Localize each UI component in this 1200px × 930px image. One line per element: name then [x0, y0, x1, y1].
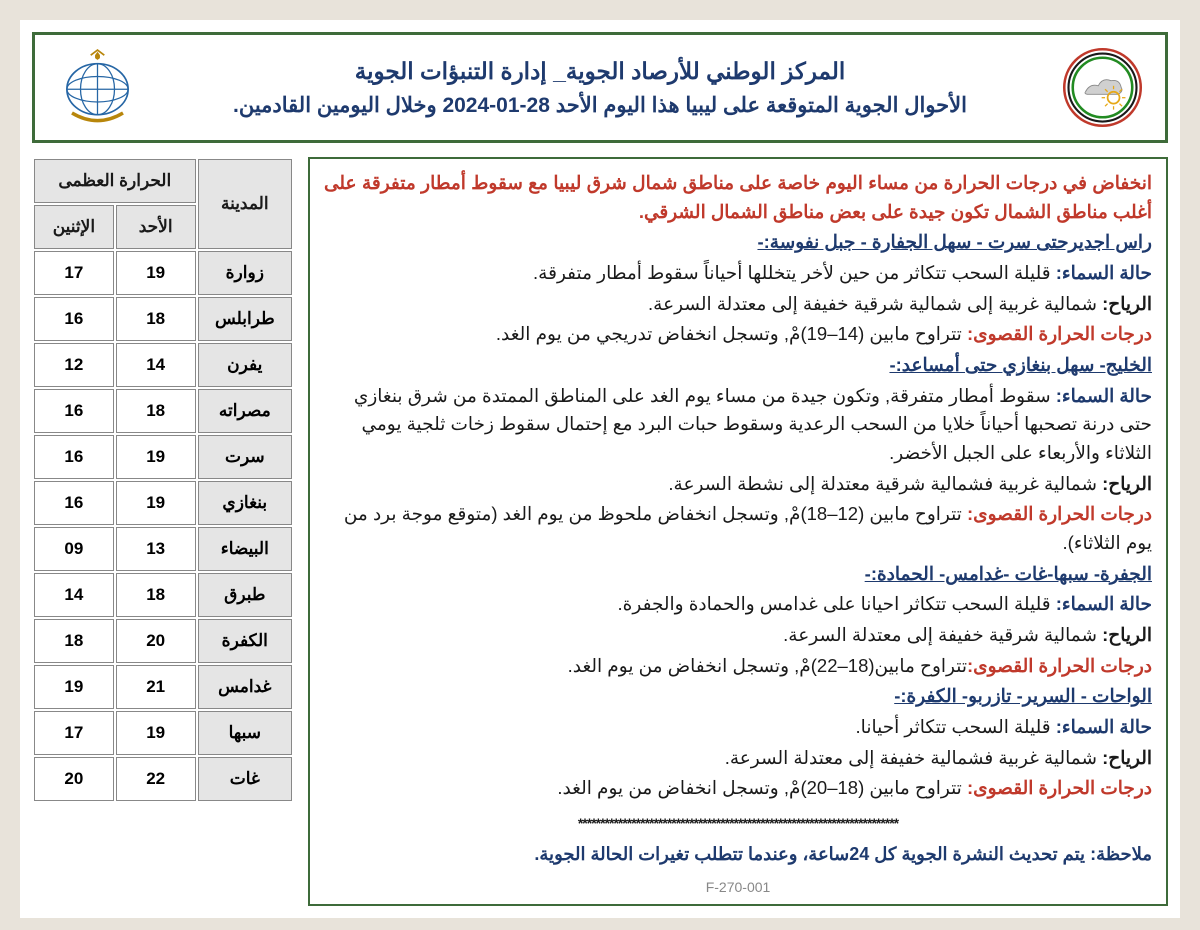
temperature-table: المدينة الحرارة العظمى الأحد الإثنين زوا…	[32, 157, 294, 803]
sun-cell: 19	[116, 711, 196, 755]
city-cell: مصراته	[198, 389, 292, 433]
temp-text: تتراوح مابين (18–20)مْ, وتسجل انخفاض من …	[557, 777, 967, 798]
region-header: الخليج- سهل بنغازي حتى أمساعد:-	[889, 354, 1152, 375]
mon-cell: 17	[34, 251, 114, 295]
mon-cell: 18	[34, 619, 114, 663]
sky-label: حالة السماء:	[1056, 385, 1152, 406]
temp-label: درجات الحرارة القصوى:	[967, 655, 1152, 676]
region-block-2: الجفرة- سبها-غات -غدامس- الحمادة:- حالة …	[324, 560, 1152, 681]
city-cell: طبرق	[198, 573, 292, 617]
header-subtitle: الأحوال الجوية المتوقعة على ليبيا هذا ال…	[160, 93, 1040, 118]
temp-label: درجات الحرارة القصوى:	[967, 777, 1152, 798]
region-header: الجفرة- سبها-غات -غدامس- الحمادة:-	[865, 563, 1152, 584]
table-row: الكفرة2018	[34, 619, 292, 663]
temp-text: تتراوح مابين (14–19)مْ, وتسجل انخفاض تدر…	[496, 323, 967, 344]
th-sunday: الأحد	[116, 205, 196, 249]
mon-cell: 17	[34, 711, 114, 755]
sky-text: قليلة السحب تتكاثر من حين لأخر يتخللها أ…	[533, 262, 1056, 283]
sky-text: قليلة السحب تتكاثر أحيانا.	[856, 716, 1056, 737]
temp-label: درجات الحرارة القصوى:	[967, 323, 1152, 344]
table-row: سرت1916	[34, 435, 292, 479]
city-cell: سبها	[198, 711, 292, 755]
wind-text: شمالية غربية إلى شمالية شرقية خفيفة إلى …	[648, 293, 1102, 314]
region-block-1: الخليج- سهل بنغازي حتى أمساعد:- حالة الس…	[324, 351, 1152, 558]
wind-label: الرياح:	[1102, 624, 1152, 645]
th-maxtemp: الحرارة العظمى	[34, 159, 196, 203]
city-cell: طرابلس	[198, 297, 292, 341]
table-row: طبرق1814	[34, 573, 292, 617]
wind-text: شمالية غربية فشمالية شرقية معتدلة إلى نش…	[668, 473, 1102, 494]
city-cell: الكفرة	[198, 619, 292, 663]
mon-cell: 09	[34, 527, 114, 571]
table-row: غدامس2119	[34, 665, 292, 709]
sky-text: قليلة السحب تتكاثر احيانا على غدامس والح…	[618, 593, 1056, 614]
wind-label: الرياح:	[1102, 747, 1152, 768]
region-block-0: راس اجديرحتى سرت - سهل الجفارة - جبل نفو…	[324, 228, 1152, 349]
content-row: انخفاض في درجات الحرارة من مساء اليوم خا…	[32, 157, 1168, 906]
table-row: بنغازي1916	[34, 481, 292, 525]
temp-label: درجات الحرارة القصوى:	[967, 503, 1152, 524]
sun-cell: 18	[116, 573, 196, 617]
header-box: المركز الوطني للأرصاد الجوية_ إدارة التن…	[32, 32, 1168, 143]
th-monday: الإثنين	[34, 205, 114, 249]
sun-cell: 18	[116, 297, 196, 341]
th-city: المدينة	[198, 159, 292, 249]
sun-cell: 21	[116, 665, 196, 709]
city-cell: زوارة	[198, 251, 292, 295]
mon-cell: 16	[34, 435, 114, 479]
sun-cell: 22	[116, 757, 196, 801]
mon-cell: 20	[34, 757, 114, 801]
wind-text: شمالية شرقية خفيفة إلى معتدلة السرعة.	[783, 624, 1102, 645]
document-code: F-270-001	[324, 877, 1152, 899]
city-cell: سرت	[198, 435, 292, 479]
separator: ****************************************…	[324, 813, 1152, 835]
sun-cell: 13	[116, 527, 196, 571]
sky-label: حالة السماء:	[1056, 262, 1152, 283]
libya-weather-logo	[1060, 45, 1145, 130]
table-row: يفرن1412	[34, 343, 292, 387]
temp-tbody: زوارة1917طرابلس1816يفرن1412مصراته1816سرت…	[34, 251, 292, 801]
mon-cell: 16	[34, 389, 114, 433]
forecast-box: انخفاض في درجات الحرارة من مساء اليوم خا…	[308, 157, 1168, 906]
city-cell: البيضاء	[198, 527, 292, 571]
table-row: مصراته1816	[34, 389, 292, 433]
sky-label: حالة السماء:	[1056, 593, 1152, 614]
mon-cell: 19	[34, 665, 114, 709]
city-cell: غدامس	[198, 665, 292, 709]
mon-cell: 16	[34, 297, 114, 341]
page: المركز الوطني للأرصاد الجوية_ إدارة التن…	[20, 20, 1180, 918]
region-block-3: الواحات - السرير- تازربو- الكفرة:- حالة …	[324, 682, 1152, 803]
header-title: المركز الوطني للأرصاد الجوية_ إدارة التن…	[160, 58, 1040, 85]
city-cell: بنغازي	[198, 481, 292, 525]
sun-cell: 20	[116, 619, 196, 663]
sun-cell: 19	[116, 251, 196, 295]
sun-cell: 19	[116, 481, 196, 525]
summary-text: انخفاض في درجات الحرارة من مساء اليوم خا…	[324, 169, 1152, 226]
note-text: ملاحظة: يتم تحديث النشرة الجوية كل 24ساع…	[324, 841, 1152, 869]
wind-text: شمالية غربية فشمالية خفيفة إلى معتدلة ال…	[725, 747, 1102, 768]
wind-label: الرياح:	[1102, 293, 1152, 314]
sun-cell: 19	[116, 435, 196, 479]
table-row: طرابلس1816	[34, 297, 292, 341]
table-row: زوارة1917	[34, 251, 292, 295]
region-header: الواحات - السرير- تازربو- الكفرة:-	[894, 685, 1152, 706]
wind-label: الرياح:	[1102, 473, 1152, 494]
sun-cell: 18	[116, 389, 196, 433]
sky-label: حالة السماء:	[1056, 716, 1152, 737]
mon-cell: 14	[34, 573, 114, 617]
sky-text: سقوط أمطار متفرقة, وتكون جيدة من مساء يو…	[354, 385, 1152, 463]
temp-text: تتراوح مابين(18–22)مْ, وتسجل انخفاض من ي…	[568, 655, 967, 676]
table-row: سبها1917	[34, 711, 292, 755]
wmo-logo	[55, 45, 140, 130]
table-row: غات2220	[34, 757, 292, 801]
table-row: البيضاء1309	[34, 527, 292, 571]
header-text: المركز الوطني للأرصاد الجوية_ إدارة التن…	[160, 58, 1040, 118]
region-header: راس اجديرحتى سرت - سهل الجفارة - جبل نفو…	[757, 231, 1152, 252]
city-cell: يفرن	[198, 343, 292, 387]
sun-cell: 14	[116, 343, 196, 387]
mon-cell: 16	[34, 481, 114, 525]
city-cell: غات	[198, 757, 292, 801]
mon-cell: 12	[34, 343, 114, 387]
